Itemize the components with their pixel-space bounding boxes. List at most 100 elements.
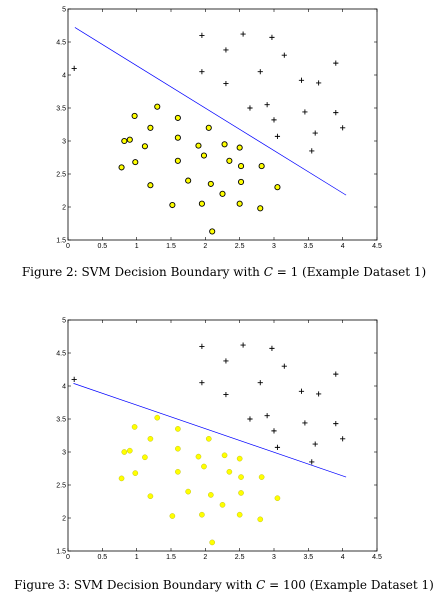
- negative-point: [258, 474, 265, 480]
- negative-point: [185, 488, 191, 495]
- positive-point: [271, 428, 277, 434]
- y-tick-label: 4.5: [56, 351, 66, 358]
- negative-point: [169, 513, 176, 519]
- plot-figure-2: 0 0.5 1 1.5 2 2.5 3 3.5 4 4.5 1.5 2 2.5 3 3.5 4 4.5 5: [56, 7, 382, 251]
- y-tick-label: 5: [62, 318, 66, 325]
- positive-point: [247, 416, 253, 422]
- positive-point: [269, 345, 275, 351]
- positive-point: [264, 102, 270, 108]
- negative-point: [209, 228, 216, 235]
- negative-point: [257, 205, 264, 212]
- negative-point: [147, 435, 154, 442]
- positive-point: [281, 52, 287, 58]
- x-tick-label: 3.5: [303, 243, 313, 250]
- x-tick-label: 2: [203, 243, 207, 250]
- positive-point: [302, 109, 308, 115]
- negative-point: [121, 449, 128, 455]
- negative-point: [175, 468, 181, 475]
- negative-point: [238, 490, 244, 496]
- x-tick-label: 4: [341, 243, 345, 250]
- y-tick-label: 3: [62, 450, 66, 457]
- negative-point: [200, 152, 208, 159]
- negative-point: [221, 452, 228, 459]
- positive-point: [298, 388, 305, 394]
- positive-point: [199, 380, 205, 386]
- negative-point: [219, 501, 226, 508]
- caption-text: = 1 (Example Dataset 1): [272, 265, 427, 279]
- negative-point: [226, 468, 233, 475]
- negative-point: [131, 424, 138, 430]
- x-tick-label: 0: [66, 554, 70, 561]
- negative-point: [198, 200, 205, 207]
- negative-point: [195, 142, 202, 149]
- negative-point: [221, 141, 228, 148]
- y-tick-label: 1.5: [56, 549, 66, 556]
- decision-boundary-line: [73, 383, 347, 478]
- negative-point: [132, 159, 139, 166]
- figure-3-caption: Figure 3: SVM Decision Boundary with C =…: [0, 578, 448, 592]
- negative-point: [169, 201, 176, 209]
- negative-point: [127, 447, 133, 454]
- positive-point: [340, 436, 346, 442]
- negative-point: [132, 470, 139, 476]
- positive-point: [223, 358, 229, 364]
- y-tick-label: 2: [62, 205, 66, 212]
- x-tick-label: 0.5: [97, 554, 107, 561]
- negative-point: [258, 163, 265, 170]
- y-tick-label: 3.5: [56, 417, 66, 424]
- y-tick-label: 2.5: [56, 172, 66, 179]
- positive-point: [298, 77, 305, 83]
- positive-point: [71, 376, 77, 382]
- caption-text: Figure 3: SVM Decision Boundary with: [14, 578, 257, 592]
- decision-boundary-line: [74, 27, 347, 196]
- positive-point: [333, 371, 339, 377]
- x-tick-label: 2.5: [235, 243, 245, 250]
- x-tick-label: 3: [272, 554, 276, 561]
- negative-point: [274, 495, 281, 502]
- negative-point: [175, 426, 181, 432]
- positive-point: [223, 80, 229, 87]
- positive-point: [199, 32, 205, 38]
- y-tick-label: 1.5: [56, 238, 66, 245]
- negative-point: [219, 190, 226, 197]
- positive-point: [257, 69, 263, 75]
- positive-point: [316, 391, 322, 397]
- positive-point: [309, 148, 315, 154]
- x-tick-label: 2: [203, 554, 207, 561]
- negative-point: [185, 177, 192, 184]
- positive-point: [223, 391, 229, 398]
- x-tick-label: 2.5: [235, 554, 245, 561]
- negative-point: [274, 184, 281, 191]
- positive-point: [309, 459, 315, 465]
- negative-point: [208, 492, 214, 498]
- y-tick-label: 4: [62, 384, 66, 391]
- x-tick-label: 4: [341, 554, 345, 561]
- negative-point: [118, 475, 125, 482]
- negative-point: [236, 144, 243, 151]
- positive-point: [274, 133, 281, 139]
- x-tick-label: 3: [272, 243, 276, 250]
- negative-point: [154, 414, 161, 421]
- negative-point: [175, 445, 181, 452]
- y-tick-label: 5: [62, 7, 66, 14]
- negative-point: [201, 463, 207, 470]
- positive-point: [333, 110, 339, 116]
- x-tick-label: 4.5: [372, 243, 382, 250]
- negative-point: [238, 474, 244, 480]
- negative-point: [147, 493, 154, 500]
- positive-point: [340, 125, 346, 131]
- plot-frame: [67, 319, 378, 552]
- x-tick-label: 0: [66, 243, 70, 250]
- negative-point: [174, 134, 181, 141]
- positive-point: [223, 47, 229, 53]
- negative-point: [141, 143, 148, 150]
- positive-point: [281, 363, 287, 369]
- x-tick-label: 3.5: [303, 554, 313, 561]
- y-tick-label: 3.5: [56, 106, 66, 113]
- x-tick-label: 1.5: [166, 243, 176, 250]
- positive-point: [71, 65, 77, 71]
- caption-text: = 100 (Example Dataset 1): [265, 578, 434, 592]
- negative-point: [205, 435, 212, 442]
- negative-point: [205, 124, 212, 131]
